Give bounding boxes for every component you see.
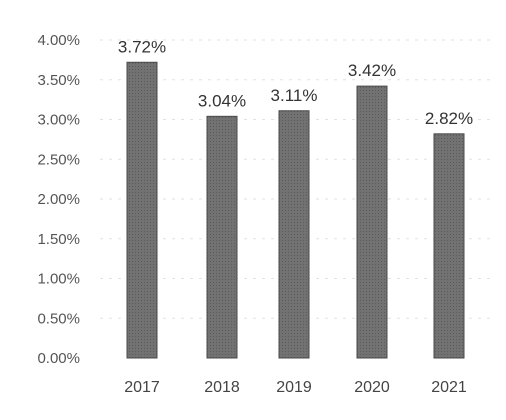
data-label-2019: 3.11% (271, 86, 318, 105)
bar-2018 (206, 115, 238, 359)
bars (126, 61, 465, 359)
x-tick-label-2019: 2019 (276, 379, 312, 396)
y-tick-label: 0.00% (37, 350, 80, 367)
bar-2020 (356, 85, 388, 359)
y-tick-label: 2.50% (37, 151, 80, 168)
y-tick-label: 1.00% (37, 271, 80, 288)
x-tick-label-2020: 2020 (354, 379, 390, 396)
x-tick-label-2021: 2021 (431, 379, 467, 396)
data-label-2021: 2.82% (425, 109, 473, 128)
bar-2019 (278, 110, 310, 359)
y-tick-label: 3.50% (37, 72, 80, 89)
y-tick-label: 4.00% (37, 32, 80, 49)
x-axis-ticks: 2017 2018 2019 2020 2021 (124, 379, 467, 396)
data-labels: 3.72% 3.04% 3.11% 3.42% 2.82% (118, 37, 473, 128)
data-label-2020: 3.42% (348, 61, 396, 80)
data-label-2017: 3.72% (118, 37, 166, 56)
x-tick-label-2018: 2018 (204, 379, 240, 396)
data-label-2018: 3.04% (198, 91, 246, 110)
gridlines (100, 39, 490, 319)
y-axis-ticks: 0.00% 0.50% 1.00% 1.50% 2.00% 2.50% 3.00% 3.50%… (37, 32, 80, 367)
y-tick-label: 3.00% (37, 112, 80, 129)
x-tick-label-2017: 2017 (124, 379, 160, 396)
bar-2017 (126, 61, 158, 359)
y-tick-label: 0.50% (37, 310, 80, 327)
y-tick-label: 2.00% (37, 191, 80, 208)
y-tick-label: 1.50% (37, 231, 80, 248)
bar-2021 (433, 133, 465, 359)
